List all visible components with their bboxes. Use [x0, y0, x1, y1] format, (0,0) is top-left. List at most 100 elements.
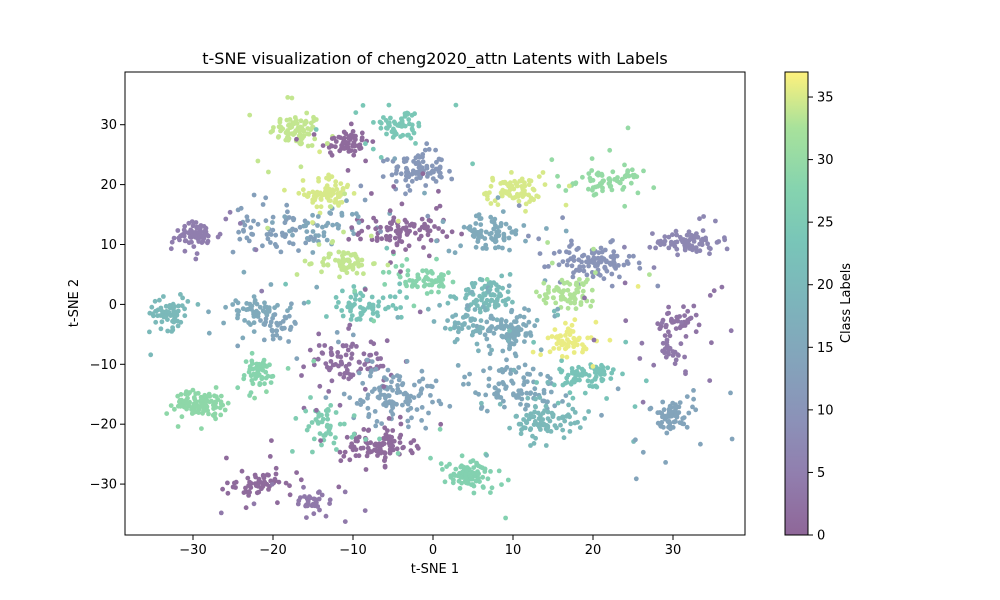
scatter-point [351, 431, 357, 437]
scatter-point [323, 361, 329, 366]
scatter-point [509, 170, 514, 175]
scatter-point [538, 347, 544, 353]
scatter-point [506, 324, 511, 330]
scatter-point [563, 188, 569, 193]
scatter-point [501, 398, 506, 404]
scatter-point [469, 289, 475, 295]
scatter-point [431, 319, 437, 324]
scatter-point [359, 228, 365, 234]
scatter-point [465, 303, 470, 308]
scatter-point [345, 168, 351, 173]
scatter-point [316, 343, 322, 348]
scatter-point [491, 280, 497, 285]
scatter-point [519, 396, 525, 402]
scatter-point [394, 390, 400, 396]
scatter-point [503, 302, 509, 308]
scatter-point [459, 480, 464, 486]
scatter-point [302, 494, 307, 499]
scatter-point [367, 373, 373, 379]
scatter-point [505, 477, 511, 483]
scatter-point [438, 461, 444, 467]
x-tick-label: 0 [429, 543, 437, 558]
scatter-point [315, 214, 321, 219]
scatter-point [538, 413, 543, 419]
scatter-point [170, 325, 176, 330]
scatter-point [405, 183, 411, 189]
scatter-point [489, 230, 494, 236]
scatter-point [282, 234, 288, 240]
scatter-point [595, 261, 601, 266]
scatter-point [471, 490, 477, 496]
scatter-point [476, 476, 481, 481]
scatter-point [658, 423, 664, 429]
scatter-point [269, 438, 274, 443]
scatter-point [531, 441, 537, 446]
scatter-point [262, 300, 267, 306]
scatter-point [316, 496, 322, 502]
scatter-point [169, 239, 175, 245]
scatter-point [446, 270, 451, 276]
scatter-point [527, 372, 533, 377]
scatter-point [371, 318, 377, 324]
scatter-point [266, 487, 271, 492]
scatter-point [261, 337, 267, 343]
scatter-point [442, 325, 448, 331]
scatter-point [194, 251, 200, 256]
scatter-point [609, 283, 615, 289]
scatter-point [453, 466, 459, 472]
scatter-point [400, 225, 406, 231]
scatter-point [513, 413, 519, 419]
scatter-point [235, 343, 241, 349]
scatter-point [695, 234, 701, 240]
scatter-point [622, 162, 627, 168]
scatter-point [419, 386, 425, 392]
scatter-point [697, 241, 703, 247]
scatter-point [348, 302, 353, 308]
scatter-point [357, 142, 363, 148]
scatter-point [426, 282, 432, 288]
scatter-point [476, 463, 482, 469]
scatter-point [177, 399, 182, 405]
scatter-point [397, 281, 403, 287]
scatter-point [436, 289, 441, 295]
scatter-point [589, 287, 595, 293]
scatter-point [314, 284, 320, 290]
scatter-point [550, 412, 556, 418]
scatter-point [337, 402, 343, 408]
colorbar-tick-label: 25 [817, 216, 834, 231]
scatter-point [617, 274, 622, 280]
scatter-point [202, 392, 208, 398]
scatter-point [354, 401, 360, 406]
scatter-point [318, 438, 323, 443]
scatter-point [272, 312, 278, 317]
scatter-point [460, 322, 465, 328]
scatter-point [334, 447, 339, 452]
scatter-point [595, 170, 601, 176]
scatter-point [391, 215, 397, 221]
scatter-point [538, 352, 543, 358]
scatter-point [263, 375, 269, 381]
scatter-point [317, 149, 322, 155]
scatter-point [310, 189, 316, 195]
scatter-point [390, 428, 396, 433]
scatter-point [352, 288, 358, 294]
scatter-point [691, 303, 697, 309]
scatter-point [613, 266, 618, 271]
scatter-point [314, 204, 320, 210]
scatter-point [571, 369, 576, 375]
scatter-point [296, 248, 301, 254]
scatter-point [260, 243, 265, 249]
scatter-point [414, 443, 420, 449]
scatter-point [503, 318, 509, 324]
scatter-point [466, 381, 471, 387]
scatter-point [527, 391, 533, 396]
scatter-point [397, 289, 403, 295]
scatter-point [220, 486, 226, 492]
y-tick-label: 30 [100, 118, 117, 133]
scatter-point [182, 306, 188, 312]
scatter-point [264, 312, 270, 318]
scatter-point [411, 395, 417, 400]
scatter-point [330, 191, 336, 197]
scatter-point [434, 279, 440, 284]
scatter-point [267, 323, 273, 329]
